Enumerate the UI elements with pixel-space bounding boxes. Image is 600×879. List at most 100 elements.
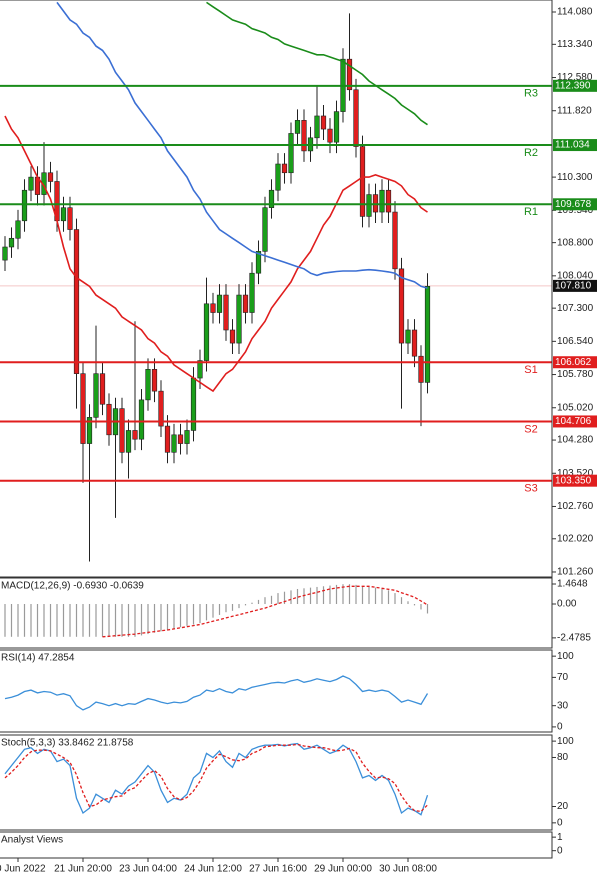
candle-body [301, 120, 307, 152]
histogram-bar [17, 604, 19, 637]
histogram-bar [368, 586, 370, 605]
y-tick-label: 1.4648 [557, 579, 588, 590]
level-label: 109.678 [555, 199, 592, 210]
histogram-bar [147, 604, 149, 635]
y-tick-label: 1 [557, 832, 563, 843]
histogram-bar [381, 588, 383, 605]
candle-body [119, 408, 125, 453]
y-tick-label: 0 [557, 817, 563, 828]
panel-frame [0, 577, 553, 649]
histogram-bar [121, 604, 123, 637]
candle-body [158, 390, 164, 427]
histogram-bar [153, 604, 156, 633]
y-tick-label: 104.280 [557, 435, 594, 446]
candle-body [398, 268, 405, 344]
panel-frame [0, 831, 553, 859]
y-tick-label: 111.820 [557, 105, 592, 116]
y-tick-label: 109.540 [557, 205, 594, 216]
histogram-bar [322, 586, 325, 605]
candle-body [60, 207, 67, 222]
y-tick-label: 113.340 [557, 39, 593, 50]
histogram-bar [420, 604, 422, 610]
candle-body [47, 172, 54, 182]
histogram-bar [348, 584, 351, 605]
candle-body [73, 229, 80, 374]
candle-body [411, 329, 418, 357]
candle-body [125, 430, 132, 453]
y-tick-label: 20 [557, 801, 569, 812]
histogram-bar [283, 591, 286, 605]
histogram-bar [75, 604, 78, 637]
y-tick-label: 105.020 [557, 402, 594, 413]
histogram-bar [179, 604, 182, 628]
histogram-bar [173, 604, 175, 629]
histogram-bar [225, 604, 227, 613]
level-box [553, 198, 597, 211]
candle-body [294, 120, 301, 134]
histogram-bar [23, 604, 26, 637]
histogram-bar [49, 604, 52, 637]
histogram-bar [290, 590, 292, 605]
level-name: R1 [524, 206, 538, 218]
level-label: 112.390 [555, 80, 591, 91]
level-label: 111.034 [555, 140, 590, 151]
x-tick-label: 23 Jun 04:00 [119, 864, 177, 875]
candle-body [15, 220, 21, 239]
y-tick-label: 0 [557, 722, 563, 733]
candle-body [314, 115, 320, 139]
candle-body [67, 207, 73, 230]
histogram-bar [166, 604, 169, 630]
y-tick-label: 112.580 [557, 72, 593, 83]
candle-body [223, 294, 229, 331]
candle-body [164, 425, 171, 453]
y-tick-label: 108.040 [557, 270, 594, 281]
last-label: 107.810 [555, 281, 592, 292]
histogram-bar [82, 604, 84, 637]
level-label: 104.706 [555, 416, 592, 427]
indicator-line [4, 675, 429, 711]
candle-body [288, 133, 294, 174]
level-box [553, 139, 597, 152]
histogram-bar [95, 604, 97, 637]
candle-body [86, 417, 93, 444]
candle-body [197, 360, 203, 379]
level-box [553, 79, 597, 92]
histogram-bar [309, 587, 312, 605]
candle-body [229, 329, 236, 344]
histogram-bar [361, 586, 364, 605]
histogram-bar [238, 604, 240, 609]
candle-body [190, 377, 197, 431]
candle-body [93, 373, 99, 418]
histogram-bar [212, 604, 214, 618]
candle-body [346, 58, 353, 91]
level-name: R2 [524, 147, 538, 159]
moving-average [56, 1, 428, 289]
y-tick-label: 70 [557, 672, 569, 683]
y-tick-label: 106.540 [557, 336, 594, 347]
candle-body [320, 115, 327, 130]
level-box [553, 415, 597, 428]
histogram-bar [374, 587, 377, 605]
indicator-line [4, 743, 428, 813]
candle-body [177, 434, 184, 444]
candle-body [405, 329, 411, 344]
histogram-bar [400, 597, 403, 605]
candle-body [275, 163, 281, 191]
histogram-bar [251, 602, 253, 605]
level-name: R3 [524, 88, 538, 100]
candle-body [249, 272, 255, 313]
indicator-line [102, 585, 428, 638]
histogram-bar [218, 604, 221, 615]
y-tick-label: 102.760 [557, 501, 594, 512]
histogram-bar [244, 604, 247, 606]
candle-body [366, 194, 372, 217]
candle-body [385, 189, 392, 213]
candle-body [236, 294, 242, 344]
histogram-bar [329, 585, 331, 605]
histogram-bar [387, 590, 390, 605]
candle-body [21, 189, 28, 222]
histogram-bar [134, 604, 136, 637]
histogram-bar [140, 604, 143, 636]
moving-average [4, 115, 428, 393]
